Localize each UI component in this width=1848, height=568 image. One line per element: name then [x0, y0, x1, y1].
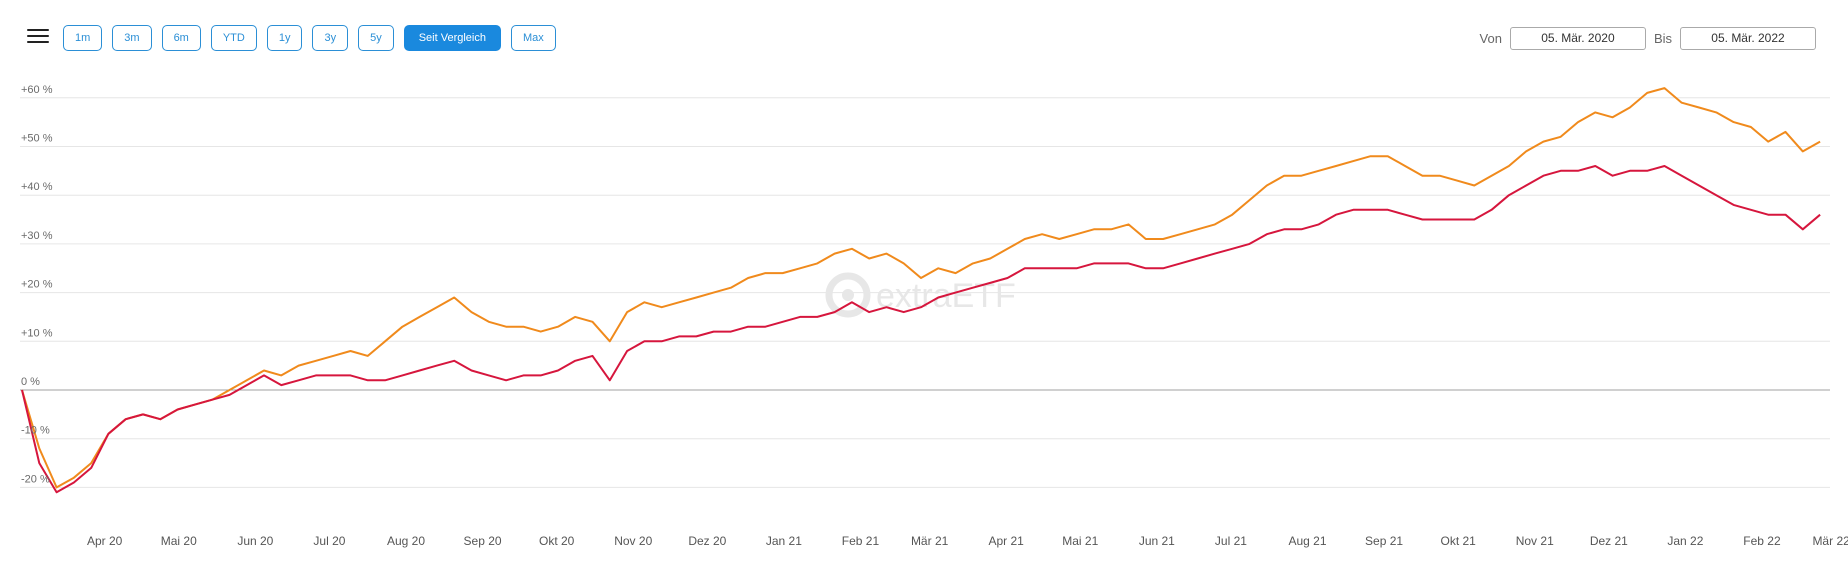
x-tick-label: Dez 20 — [688, 534, 726, 548]
to-label: Bis — [1653, 31, 1672, 46]
x-tick-label: Sep 21 — [1365, 534, 1403, 548]
x-tick-label: Apr 20 — [87, 534, 123, 548]
date-range: Von 05. Mär. 2020 Bis 05. Mär. 2022 — [1480, 27, 1816, 50]
range-button-1y[interactable]: 1y — [266, 25, 303, 51]
watermark: extraETF — [825, 272, 1016, 318]
range-button-5y[interactable]: 5y — [358, 25, 394, 51]
x-tick-label: Mai 20 — [161, 534, 197, 548]
y-tick-label: 0 % — [21, 376, 40, 388]
range-button-6m[interactable]: 6m — [161, 25, 201, 51]
hamburger-menu-icon[interactable] — [27, 25, 49, 47]
x-tick-label: Mai 21 — [1062, 534, 1098, 548]
x-tick-label: Jan 22 — [1667, 534, 1703, 548]
y-tick-label: -20 % — [21, 473, 50, 485]
y-tick-label: +20 % — [21, 279, 53, 291]
y-tick-label: +50 % — [21, 133, 53, 145]
x-tick-label: Mär 22 — [1812, 534, 1848, 548]
chart-toolbar: 1m 3m 6m YTD 1y 3y 5y Seit Vergleich Max Von 05.… — [0, 0, 1848, 70]
x-tick-label: Okt 20 — [539, 534, 575, 548]
range-selector: 1m 3m 6m YTD 1y 3y 5y Seit Vergleich Max — [63, 25, 556, 51]
range-button-ytd[interactable]: YTD — [210, 25, 257, 51]
chart-series — [21, 87, 1821, 494]
x-tick-label: Aug 20 — [387, 534, 425, 548]
range-button-3m[interactable]: 3m — [112, 25, 152, 51]
x-tick-label: Sep 20 — [464, 534, 502, 548]
range-button-3y[interactable]: 3y — [312, 25, 349, 51]
x-tick-label: Apr 21 — [989, 534, 1025, 548]
range-button-seit-vergleich[interactable]: Seit Vergleich — [403, 25, 501, 51]
range-button-max[interactable]: Max — [510, 25, 556, 51]
y-tick-label: +10 % — [21, 327, 53, 339]
y-tick-label: +60 % — [21, 84, 53, 96]
x-tick-label: Nov 20 — [614, 534, 652, 548]
x-tick-label: Nov 21 — [1516, 534, 1554, 548]
x-tick-label: Jan 21 — [766, 534, 802, 548]
range-button-1m[interactable]: 1m — [63, 25, 103, 51]
x-tick-label: Jul 21 — [1215, 534, 1247, 548]
y-tick-label: +40 % — [21, 181, 53, 193]
series-line-2 — [21, 165, 1821, 494]
chart-grid — [20, 97, 1830, 488]
y-axis: +60 % +50 % +40 % +30 % +20 % +10 % 0 % -10 % -2… — [21, 84, 53, 486]
x-tick-label: Okt 21 — [1440, 534, 1476, 548]
x-tick-label: Mär 21 — [911, 534, 949, 548]
x-axis: Apr 20 Mai 20 Jun 20 Jul 20 Aug 20 Sep 20 Okt … — [87, 534, 1848, 548]
x-tick-label: Jun 21 — [1139, 534, 1175, 548]
series-line-1 — [21, 87, 1821, 489]
from-label: Von — [1479, 31, 1502, 46]
to-date-input[interactable]: 05. Mär. 2022 — [1680, 27, 1816, 50]
y-tick-label: -10 % — [21, 425, 50, 437]
x-tick-label: Jun 20 — [237, 534, 273, 548]
extraetf-logo-icon — [825, 272, 871, 318]
x-tick-label: Dez 21 — [1590, 534, 1628, 548]
x-tick-label: Jul 20 — [313, 534, 345, 548]
x-tick-label: Feb 22 — [1743, 534, 1781, 548]
y-tick-label: +30 % — [21, 230, 53, 242]
from-date-input[interactable]: 05. Mär. 2020 — [1509, 27, 1646, 50]
x-tick-label: Feb 21 — [842, 534, 880, 548]
x-tick-label: Aug 21 — [1288, 534, 1326, 548]
